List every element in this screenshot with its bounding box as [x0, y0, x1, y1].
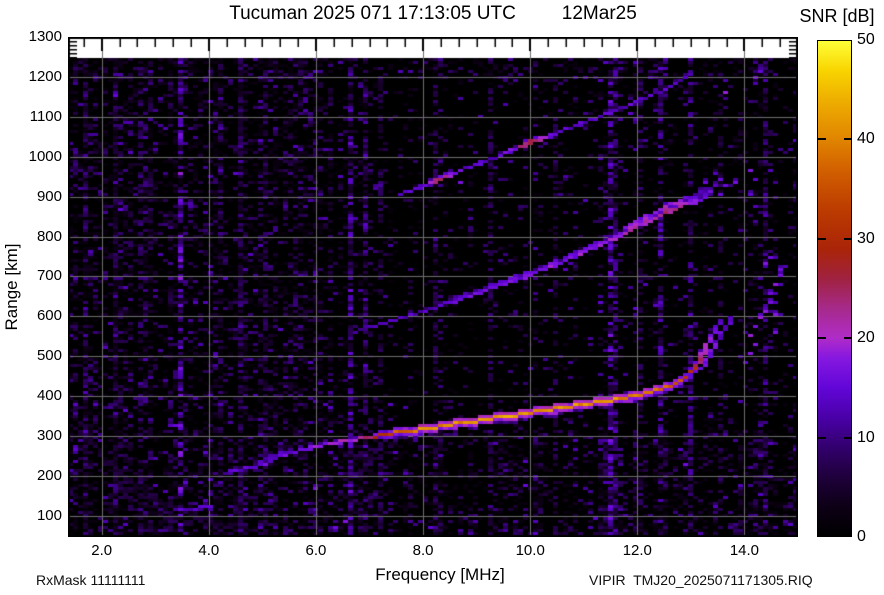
colorbar-tick-label: 50 — [857, 31, 875, 48]
chart-title-row: Tucuman 2025 071 17:13:05 UTC 12Mar25 — [68, 3, 798, 25]
y-tick-label: 800 — [36, 227, 62, 245]
colorbar-tick-mark — [844, 237, 852, 240]
colorbar-tick-mark — [844, 138, 852, 141]
colorbar-tick-mark — [844, 337, 852, 340]
y-tick-label: 100 — [36, 506, 62, 524]
y-tick-label: 900 — [36, 187, 62, 205]
y-tick-label: 1000 — [28, 147, 62, 165]
colorbar-tick-label: 10 — [857, 428, 875, 446]
y-tick-label: 1100 — [29, 107, 62, 125]
colorbar — [817, 40, 852, 537]
x-tick-label: 12.0 — [622, 542, 652, 559]
rx-mask-text: RxMask 11111111 — [36, 572, 146, 588]
colorbar-tick-label: 40 — [857, 130, 875, 148]
y-tick-label: 500 — [36, 347, 62, 365]
y-tick-label: 1200 — [28, 67, 62, 85]
file-name-text: VIPIR TMJ20_2025071171305.RIQ — [589, 572, 813, 588]
colorbar-tick-label: 20 — [857, 329, 875, 347]
colorbar-title: SNR [dB] — [799, 6, 875, 26]
y-tick-label: 400 — [36, 387, 62, 405]
ionogram-plot — [68, 37, 798, 537]
x-tick-label: 8.0 — [412, 542, 434, 559]
colorbar-tick-mark — [818, 436, 826, 439]
y-tick-label: 300 — [36, 427, 62, 445]
y-tick-label: 200 — [36, 466, 62, 484]
chart-title: Tucuman 2025 071 17:13:05 UTC — [229, 3, 516, 24]
colorbar-tick-mark — [818, 237, 826, 240]
x-tick-label: 4.0 — [198, 542, 220, 559]
colorbar-tick-mark — [818, 337, 826, 340]
y-tick-label: 1300 — [28, 28, 62, 45]
x-axis-label: Frequency [MHz] — [375, 565, 505, 584]
y-tick-label: 600 — [36, 307, 62, 325]
x-tick-label: 2.0 — [91, 542, 113, 559]
chart-date: 12Mar25 — [561, 3, 637, 24]
y-tick-label: 700 — [36, 267, 62, 285]
x-tick-label: 14.0 — [729, 542, 760, 559]
colorbar-tick-mark — [818, 138, 826, 141]
x-tick-label: 10.0 — [515, 542, 545, 559]
colorbar-tick-label: 0 — [857, 528, 866, 545]
colorbar-tick-label: 30 — [857, 229, 875, 247]
colorbar-tick-mark — [844, 436, 852, 439]
x-tick-label: 6.0 — [305, 542, 327, 559]
